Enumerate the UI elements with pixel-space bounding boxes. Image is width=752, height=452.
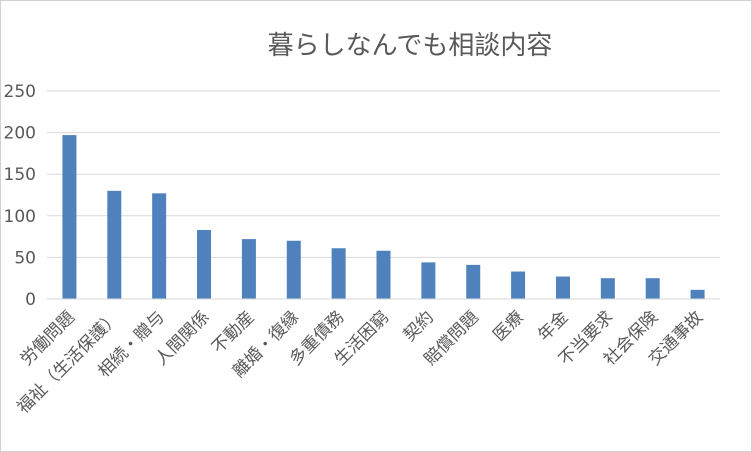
y-tick-label: 100 [4, 207, 36, 227]
y-tick-label: 0 [25, 290, 36, 310]
y-tick-label: 250 [4, 82, 36, 102]
bar [107, 190, 122, 299]
y-tick-label: 150 [4, 165, 36, 185]
bar [197, 229, 212, 299]
bar [555, 276, 570, 299]
x-tick-label: 年金 [534, 307, 572, 345]
bar [466, 264, 481, 299]
y-axis-ticks: 0 50 100 150 200 250 [4, 82, 36, 310]
bar [511, 271, 526, 299]
y-tick-label: 200 [4, 124, 36, 144]
bar [241, 239, 256, 299]
bars [62, 135, 705, 299]
x-tick-label: 医療 [489, 307, 527, 345]
chart-title: 暮らしなんでも相談内容 [268, 31, 553, 61]
bar [421, 262, 436, 299]
bar [600, 278, 615, 299]
gridlines [47, 90, 720, 258]
x-tick-label: 契約 [400, 307, 438, 345]
bar [645, 278, 660, 299]
y-tick-label: 50 [14, 248, 36, 268]
bar [62, 135, 77, 299]
bar [331, 248, 346, 299]
bar [286, 240, 301, 299]
bar [690, 289, 705, 299]
bar [376, 250, 391, 299]
bar [152, 193, 167, 299]
